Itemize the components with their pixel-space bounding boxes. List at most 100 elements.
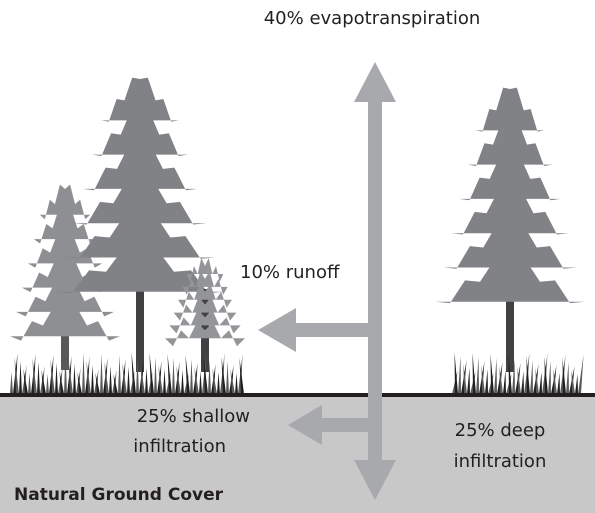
tree <box>165 258 245 372</box>
grass-blade <box>230 369 235 394</box>
grass-blade <box>122 363 127 394</box>
grass-blade <box>463 364 467 394</box>
trees <box>10 75 585 372</box>
tree-tier <box>475 85 545 132</box>
grass <box>10 352 584 394</box>
tree-tier <box>82 143 198 191</box>
grass-blade <box>64 352 67 394</box>
tree-tier <box>467 119 553 166</box>
grass-blade <box>82 353 85 394</box>
grass-blade <box>104 362 109 394</box>
grass-blade <box>19 361 22 394</box>
grass-blade <box>467 368 470 394</box>
tree <box>435 85 585 372</box>
grass-blade <box>535 368 539 394</box>
grass-blade <box>55 363 58 394</box>
tree-tier <box>64 212 216 259</box>
grass-blade <box>91 365 94 394</box>
grass-blade <box>217 372 220 394</box>
grass-blade <box>235 373 238 394</box>
grass-blade <box>539 372 542 394</box>
grass-blade <box>73 364 76 394</box>
tree-tier <box>39 184 91 220</box>
grass-blade <box>100 354 103 394</box>
vertical-shaft <box>368 96 382 466</box>
grass-blade <box>221 357 226 394</box>
grass-blade <box>172 358 175 394</box>
grass-blade <box>145 368 148 394</box>
tree-tier <box>91 109 189 156</box>
ground-line <box>0 393 595 397</box>
tree-tier <box>182 270 228 295</box>
grass-blade <box>512 359 515 394</box>
grass-blade <box>167 354 172 394</box>
tree-tier <box>101 75 179 122</box>
grass-blade <box>136 356 139 394</box>
grass-blade <box>194 367 199 394</box>
grass-blade <box>140 364 145 394</box>
tree <box>10 184 120 370</box>
grass-blade <box>517 367 521 394</box>
tree-tier <box>173 296 237 321</box>
tree-tier <box>178 283 232 308</box>
tree-tier <box>169 309 241 334</box>
ground <box>0 396 595 513</box>
shallow-shaft <box>318 418 375 432</box>
grass-blade <box>118 355 121 394</box>
grass-blade <box>176 366 181 394</box>
grass-blade <box>472 353 476 394</box>
grass-blade <box>77 372 82 394</box>
grass-blade <box>95 373 100 394</box>
grass-blade <box>575 374 578 394</box>
grass-blade <box>163 369 166 394</box>
grass-blade <box>544 357 548 394</box>
grass-blade <box>185 355 190 394</box>
grass-blade <box>212 368 217 394</box>
grass-blade <box>481 365 485 394</box>
shallow-label-2: infiltration <box>133 436 226 457</box>
grass-blade <box>548 361 551 394</box>
tree-tier <box>10 305 120 341</box>
grass-blade <box>41 370 46 394</box>
grass-blade <box>86 361 91 394</box>
grass-blade <box>208 360 211 394</box>
grass-blade <box>113 374 118 394</box>
grass-blade <box>32 358 37 394</box>
grass-blade <box>14 357 19 394</box>
grass-blade <box>557 373 560 394</box>
grass-blade <box>578 355 584 394</box>
grass-blade <box>181 370 184 394</box>
grass-blade <box>10 372 13 394</box>
grass-blade <box>149 353 154 394</box>
grass-blade <box>158 365 163 394</box>
tree-tier <box>451 187 569 235</box>
deep-label-2: infiltration <box>454 451 547 472</box>
grass-blade <box>127 367 130 394</box>
shallow-label-1: 25% shallow <box>137 406 250 427</box>
arrows <box>258 62 396 500</box>
grass-blade <box>109 366 112 394</box>
grass-blade <box>521 371 524 394</box>
grass-blade <box>503 370 506 394</box>
tree-tier <box>165 322 245 347</box>
grass-blade <box>494 358 497 394</box>
tree-tier <box>186 258 224 282</box>
ground-cover-title: Natural Ground Cover <box>14 485 224 505</box>
tree-tier <box>55 246 225 294</box>
grass-blade <box>154 357 157 394</box>
grass-blade <box>571 370 575 394</box>
tree-tier <box>459 153 561 201</box>
grass-blade <box>239 358 244 394</box>
grass-blade <box>46 374 49 394</box>
grass-blade <box>553 369 557 394</box>
grass-blade <box>37 362 40 394</box>
grass-blade <box>226 361 229 394</box>
tree-tier <box>33 208 97 244</box>
tree-tier <box>73 177 207 225</box>
runoff-head <box>258 308 296 352</box>
tree-tier <box>15 281 115 317</box>
grass-blade <box>476 357 479 394</box>
runoff-shaft <box>292 323 375 337</box>
